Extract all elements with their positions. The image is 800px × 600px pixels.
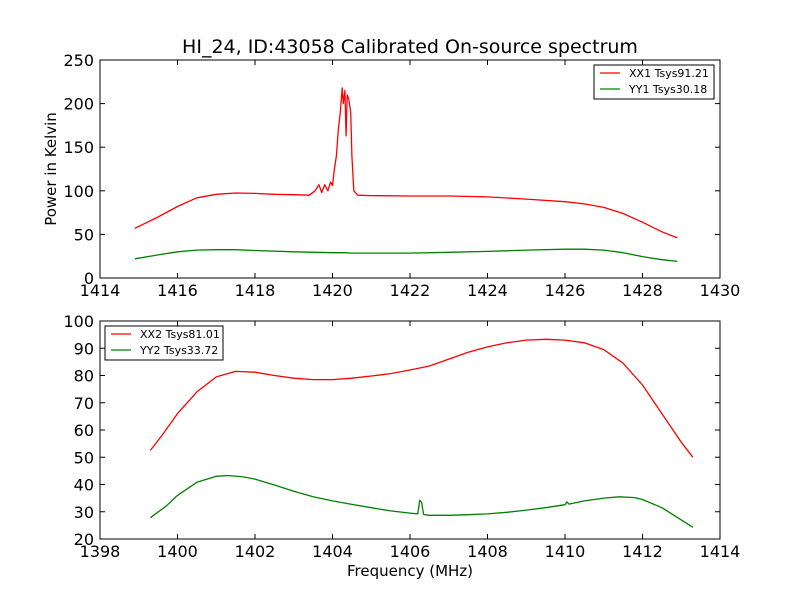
bottom-y-tick-label: 100 [63,312,94,331]
bottom-legend-label-xx2: XX2 Tsys81.01 [140,328,220,341]
top-x-tick-label: 1424 [467,281,508,300]
bottom-series [149,338,694,528]
bottom-legend: XX2 Tsys81.01 YY2 Tsys33.72 [104,325,224,361]
bottom-x-tick-label: 1406 [390,542,431,561]
top-panel: 1414 1416 1418 1420 1422 1424 1426 1428 1430 0 50 1… [42,51,740,300]
top-y-tick-label: 250 [63,51,94,70]
top-x-tick-label: 1418 [235,281,276,300]
figure-title: HI_24, ID:43058 Calibrated On-source spe… [182,36,638,58]
bottom-y-tick-label: 70 [74,394,94,413]
top-y-tick-label: 200 [63,95,94,114]
bottom-ticks: 1398 1400 1402 1404 1406 1408 1410 1412 1414 20 30… [63,312,740,561]
top-y-tick-label: 150 [63,138,94,157]
top-series-line-0 [134,87,678,239]
top-y-tick-label: 100 [63,182,94,201]
top-legend-box [593,64,715,100]
top-y-axis-label: Power in Kelvin [42,112,60,226]
bottom-x-tick-label: 1402 [235,542,276,561]
top-x-tick-label: 1416 [157,281,198,300]
top-legend-label-yy1: YY1 Tsys30.18 [628,83,707,96]
bottom-x-tick-label: 1400 [157,542,198,561]
bottom-x-tick-label: 1414 [700,542,741,561]
bottom-y-tick-label: 30 [74,503,94,522]
bottom-y-tick-label: 50 [74,448,94,467]
bottom-y-tick-label: 90 [74,339,94,358]
top-ticks: 1414 1416 1418 1420 1422 1424 1426 1428 1430 0 50 1… [63,51,740,300]
top-legend-label-xx1: XX1 Tsys91.21 [629,67,709,80]
top-x-tick-label: 1428 [622,281,663,300]
top-x-tick-label: 1422 [390,281,431,300]
bottom-y-tick-label: 40 [74,476,94,495]
top-series-line-1 [134,248,678,263]
top-legend: XX1 Tsys91.21 YY1 Tsys30.18 [593,64,715,100]
top-y-tick-label: 50 [74,225,94,244]
bottom-x-tick-label: 1408 [467,542,508,561]
bottom-y-tick-label: 60 [74,421,94,440]
bottom-series-line-1 [150,474,694,528]
bottom-legend-box [104,325,224,361]
bottom-x-axis-label: Frequency (MHz) [347,562,473,580]
top-x-tick-label: 1430 [700,281,741,300]
bottom-x-tick-label: 1398 [80,542,121,561]
top-series [134,87,678,263]
top-x-tick-label: 1420 [312,281,353,300]
top-y-tick-label: 0 [84,269,94,288]
bottom-y-tick-label: 20 [74,530,94,549]
bottom-y-tick-label: 80 [74,367,94,386]
bottom-x-tick-label: 1412 [622,542,663,561]
bottom-x-tick-label: 1410 [545,542,586,561]
bottom-panel: 1398 1400 1402 1404 1406 1408 1410 1412 1414 20 30… [63,312,740,580]
bottom-legend-label-yy2: YY2 Tsys33.72 [139,344,218,357]
top-x-tick-label: 1414 [80,281,121,300]
bottom-series-line-0 [149,338,694,458]
bottom-x-tick-label: 1404 [312,542,353,561]
top-x-tick-label: 1426 [545,281,586,300]
